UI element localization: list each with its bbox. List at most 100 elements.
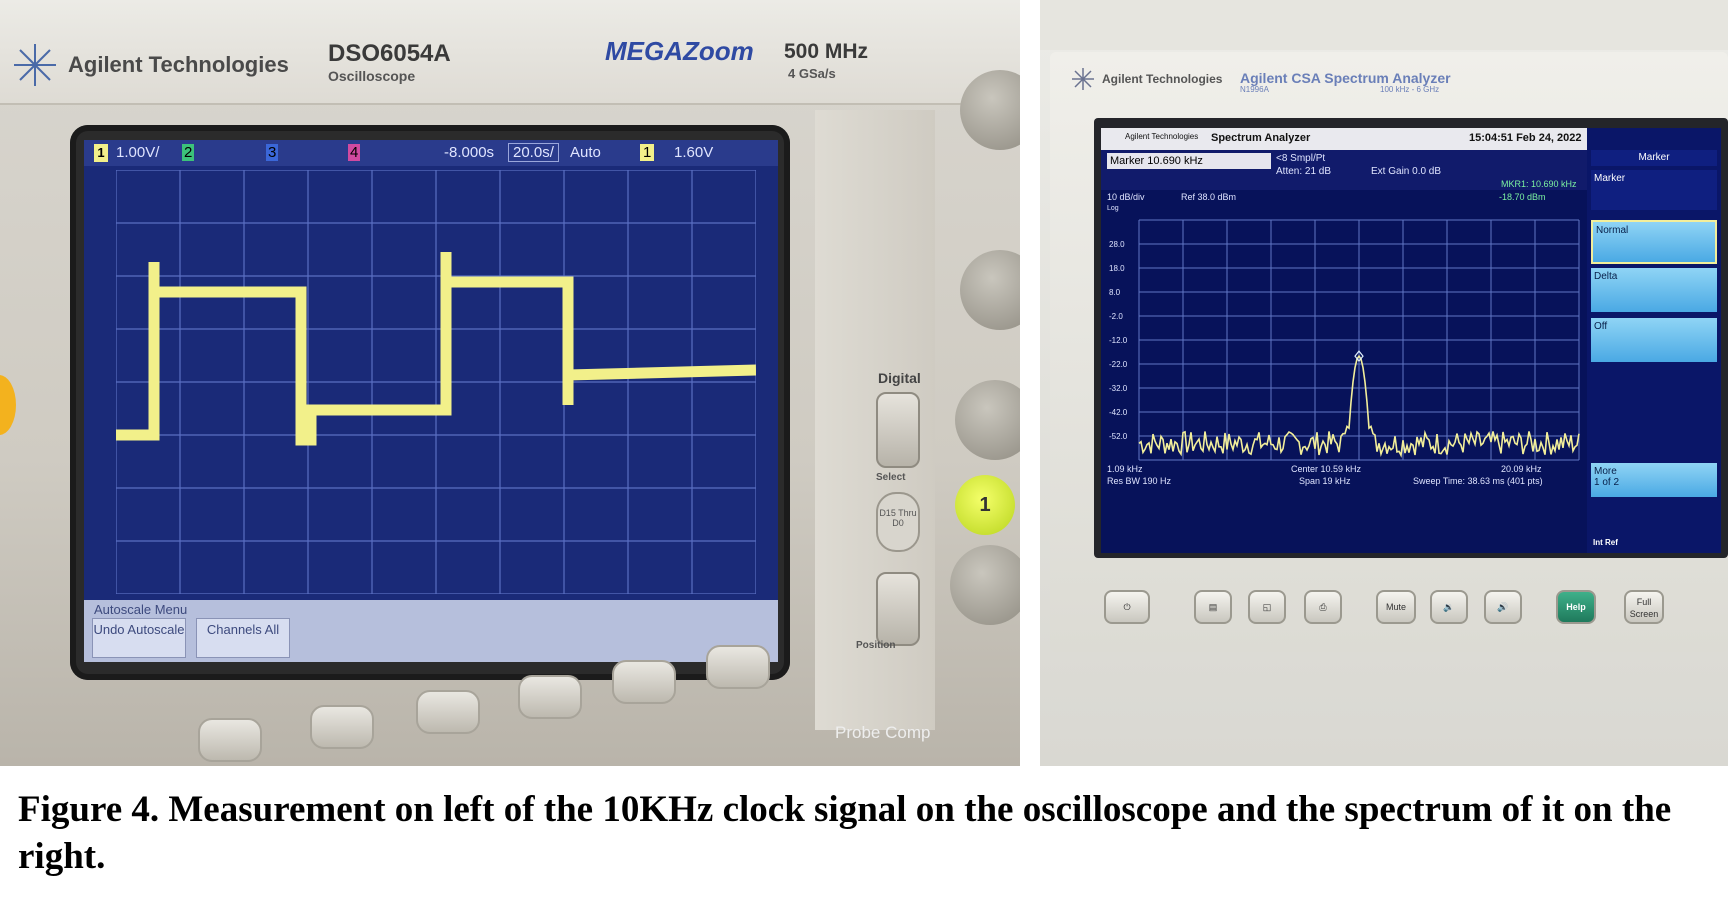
sa-y-tick-label: 8.0	[1109, 288, 1121, 297]
marker-softkey-panel: Marker Marker Normal Delta Off More 1 of…	[1587, 128, 1721, 553]
int-ref-label: Int Ref	[1593, 538, 1618, 547]
scope-status-bar: 1 1.00V/ 2 3 4 -8.000s 20.0s/ Auto 1 1.6…	[84, 140, 778, 166]
scope-model: DSO6054A	[328, 40, 451, 67]
full-screen-button[interactable]: Full Screen	[1624, 590, 1664, 624]
sa-model-number: N1996A	[1240, 85, 1269, 94]
more-softkey[interactable]: More 1 of 2	[1591, 463, 1717, 497]
sa-y-tick-label: -32.0	[1109, 384, 1128, 393]
trigger-knob[interactable]	[960, 250, 1020, 330]
scope-bandwidth: 500 MHz	[784, 40, 869, 63]
frequency-span: Span 19 kHz	[1299, 476, 1351, 486]
softkey-button-2[interactable]	[310, 705, 374, 749]
volume-up-button[interactable]: 🔊	[1484, 590, 1522, 624]
sa-datetime: 15:04:51 Feb 24, 2022	[1469, 132, 1582, 144]
delta-softkey[interactable]: Delta	[1591, 268, 1717, 312]
sa-brand: Agilent Technologies	[1102, 72, 1223, 86]
window-layout-button[interactable]: ▤	[1194, 590, 1232, 624]
scope-waveform-trace	[116, 252, 756, 446]
sa-y-tick-label: -12.0	[1109, 336, 1128, 345]
mute-button[interactable]: Mute	[1376, 590, 1416, 624]
center-frequency: Center 10.59 kHz	[1291, 464, 1362, 474]
autoscale-menu: Autoscale Menu Undo Autoscale Channels A…	[84, 600, 778, 662]
scope-top-panel	[0, 0, 1020, 105]
ch3-chip: 3	[266, 144, 279, 161]
marker1-frequency: MKR1: 10.690 kHz	[1501, 179, 1577, 189]
channel-1-button[interactable]: 1	[955, 475, 1015, 535]
megazoom-logo: MEGAZoom	[605, 36, 754, 66]
more-label: More	[1594, 466, 1617, 477]
scope-brand: Agilent Technologies	[68, 52, 289, 77]
sa-screen: Agilent Technologies Spectrum Analyzer 1…	[1101, 128, 1721, 553]
select-label: Select	[876, 472, 906, 483]
marker1-level: -18.70 dBm	[1499, 192, 1546, 202]
sample-points: <8 Smpl/Pt	[1276, 153, 1326, 164]
sa-mode: Spectrum Analyzer	[1211, 132, 1311, 144]
scope-graticule	[116, 170, 756, 594]
sa-top-shelf	[1040, 0, 1728, 50]
volume-down-button[interactable]: 🔉	[1430, 590, 1468, 624]
trigger-mode: Auto	[570, 144, 601, 161]
timebase: 20.0s/	[508, 143, 559, 162]
position-rocker[interactable]	[876, 572, 920, 646]
reference-level: Ref 38.0 dBm	[1181, 192, 1236, 202]
scope-sample-rate: 4 GSa/s	[788, 66, 836, 81]
scale-type-label: Log	[1107, 205, 1119, 212]
agilent-spark-logo-icon	[1072, 68, 1094, 90]
softkey-button-3[interactable]	[416, 690, 480, 734]
softkey-button-6[interactable]	[706, 645, 770, 689]
figure-caption: Figure 4. Measurement on left of the 10K…	[18, 789, 1672, 877]
softkey-button-4[interactable]	[518, 675, 582, 719]
trigger-level: 1.60V	[674, 144, 714, 161]
d15-d0-button[interactable]: D15 Thru D0	[876, 492, 920, 552]
zoom-button[interactable]: ◱	[1248, 590, 1286, 624]
sa-y-tick-label: -42.0	[1109, 408, 1128, 417]
digital-select-rocker[interactable]	[876, 392, 920, 468]
trigger-source-chip: 1	[640, 144, 655, 161]
scope-screen: 1 1.00V/ 2 3 4 -8.000s 20.0s/ Auto 1 1.6…	[84, 140, 778, 662]
help-button[interactable]: Help	[1556, 590, 1596, 624]
softkey-button-5[interactable]	[612, 660, 676, 704]
scale-label: 10 dB/div	[1107, 192, 1145, 202]
resolution-bandwidth: Res BW 190 Hz	[1107, 476, 1172, 486]
digital-label: Digital	[878, 370, 921, 386]
external-gain: Ext Gain 0.0 dB	[1371, 166, 1442, 177]
vertical-position-knob[interactable]	[950, 545, 1020, 625]
marker-frequency-readout[interactable]: Marker 10.690 kHz	[1107, 153, 1271, 169]
spectrum-plot: 10 dB/div Log Ref 38.0 dBm -18.70 dBm 28…	[1107, 192, 1580, 486]
sa-model: Agilent CSA Spectrum Analyzer	[1240, 70, 1451, 86]
off-softkey[interactable]: Off	[1591, 318, 1717, 362]
marker-select-softkey[interactable]: Marker	[1591, 170, 1717, 210]
scope-model-type: Oscilloscope	[328, 68, 416, 84]
sa-header-brand: Agilent Technologies	[1125, 132, 1199, 141]
menu-title: Autoscale Menu	[94, 602, 188, 617]
sa-frequency-range: 100 kHz - 6 GHz	[1380, 85, 1440, 94]
ch1-chip: 1	[94, 144, 108, 162]
ch2-chip: 2	[182, 144, 195, 161]
power-button[interactable]: ⏻	[1104, 590, 1150, 624]
time-offset: -8.000s	[444, 144, 495, 161]
softkey-menu-title: Marker	[1591, 150, 1717, 166]
undo-autoscale-softkey[interactable]: Undo Autoscale	[92, 618, 186, 658]
spectrum-trace	[1138, 354, 1580, 458]
print-button[interactable]: ⎙	[1304, 590, 1342, 624]
sa-y-tick-label: -2.0	[1109, 312, 1123, 321]
position-label: Position	[856, 640, 896, 651]
horizontal-knob[interactable]	[960, 70, 1020, 150]
marker-1-diamond-icon	[1354, 350, 1364, 363]
start-frequency: 1.09 kHz	[1107, 464, 1143, 474]
vertical-scale-knob[interactable]	[955, 380, 1020, 460]
agilent-spark-logo-icon	[14, 44, 56, 86]
sa-settings-bar: Marker 10.690 kHz <8 Smpl/Pt Atten: 21 d…	[1101, 150, 1587, 190]
sa-y-tick-label: -22.0	[1109, 360, 1128, 369]
sa-header-bar: Agilent Technologies Spectrum Analyzer 1…	[1101, 128, 1587, 150]
sa-y-tick-label: -52.0	[1109, 432, 1128, 441]
attenuation: Atten: 21 dB	[1276, 166, 1332, 177]
channels-all-softkey[interactable]: Channels All	[196, 618, 290, 658]
spectrum-analyzer-photo: Agilent Technologies Agilent CSA Spectru…	[1040, 0, 1728, 766]
power-indicator	[0, 375, 16, 435]
normal-softkey[interactable]: Normal	[1591, 220, 1717, 264]
more-page-label: 1 of 2	[1594, 477, 1620, 488]
ch1-scale: 1.00V/	[116, 144, 160, 161]
softkey-button-1[interactable]	[198, 718, 262, 762]
